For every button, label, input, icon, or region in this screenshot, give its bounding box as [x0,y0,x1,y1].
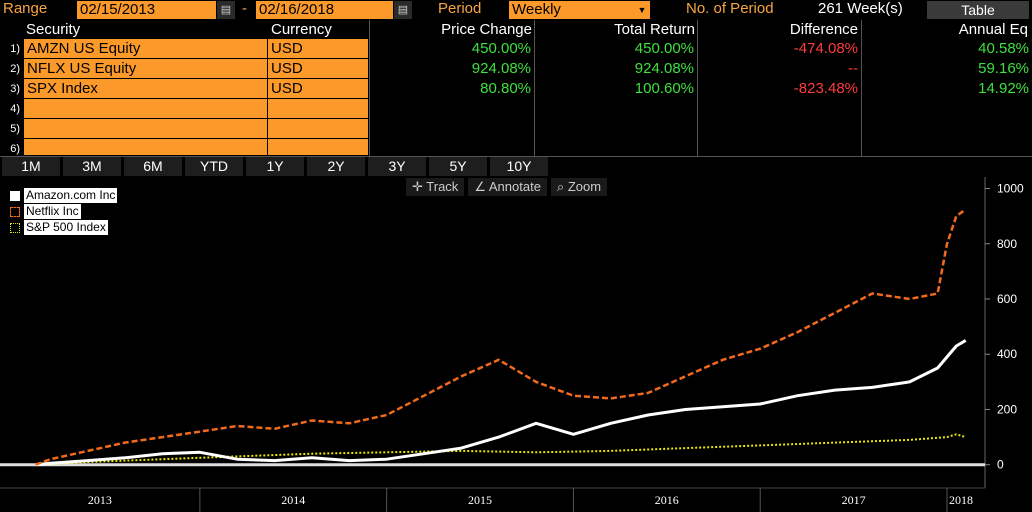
magnifier-icon: ⌕ [556,179,568,194]
currency-cell[interactable]: USD [268,79,369,99]
price-change-cell: 924.08% [471,60,531,77]
currency-cell[interactable]: USD [268,59,369,79]
tab-3m[interactable]: 3M [63,157,121,176]
tab-6m[interactable]: 6M [124,157,182,176]
tab-5y[interactable]: 5Y [429,157,487,176]
legend-label: Netflix Inc [24,204,81,219]
difference-cell: -823.48% [793,80,858,97]
row-number: 6) [10,143,20,155]
grid-divider [0,156,1032,157]
grid-divider [369,20,370,156]
row-number: 4) [10,103,20,115]
chart-area[interactable]: 1000 800 600 400 200 0 2013 2014 2015 2016 2017 20… [0,177,1032,512]
security-cell[interactable] [24,99,268,119]
track-button[interactable]: ✛ Track [406,178,465,196]
calendar-icon[interactable]: ▤ [394,1,412,19]
row-number: 5) [10,123,20,135]
tab-1m[interactable]: 1M [2,157,60,176]
tab-2y[interactable]: 2Y [307,157,365,176]
legend-item-amazon[interactable]: Amazon.com Inc [10,188,118,203]
security-cell[interactable]: NFLX US Equity [24,59,268,79]
price-change-cell: 450.00% [471,40,531,57]
pencil-icon: ∠ [474,179,489,194]
x-tick-label: 2017 [842,493,866,507]
end-date-input[interactable]: 02/16/2018 [256,1,393,19]
crosshair-icon: ✛ [412,179,427,194]
currency-cell[interactable] [268,119,369,139]
table-button[interactable]: Table [927,1,1029,19]
legend-label: S&P 500 Index [24,220,108,235]
annual-eq-cell: 14.92% [978,80,1029,97]
legend-swatch [10,206,20,217]
grid-divider [861,20,862,156]
total-return-cell: 100.60% [634,80,694,97]
series-line-netflix[interactable] [35,208,967,466]
header-security[interactable]: Security [26,21,81,38]
date-separator: - [242,0,247,17]
series-line-amazon[interactable] [35,339,967,467]
row-number: 1) [10,43,20,55]
securities-grid: Security Currency Price Change Total Ret… [0,20,1032,157]
period-label: Period [438,0,482,17]
security-cell[interactable]: SPX Index [24,79,268,99]
tab-1y[interactable]: 1Y [246,157,304,176]
x-tick-label: 2014 [281,493,305,507]
header-difference[interactable]: Difference [789,21,858,38]
difference-cell: -474.08% [793,40,858,57]
row-number: 2) [10,63,20,75]
y-tick-label: 200 [997,402,1017,416]
y-tick-label: 1000 [997,182,1024,196]
nperiod-label: No. of Period [686,0,774,17]
header-price-change[interactable]: Price Change [441,21,532,38]
start-date-input[interactable]: 02/15/2013 [77,1,216,19]
period-select[interactable]: Weekly [509,1,634,19]
series-line-spx[interactable] [35,433,966,466]
security-cell[interactable] [24,119,268,139]
y-tick-label: 800 [997,237,1017,251]
security-cell[interactable]: AMZN US Equity [24,39,268,59]
y-tick-label: 400 [997,347,1017,361]
legend-swatch [10,222,20,233]
chart-legend: Amazon.com Inc Netflix Inc S&P 500 Index [10,188,118,235]
total-return-cell: 924.08% [634,60,694,77]
header-annual-eq[interactable]: Annual Eq [958,21,1028,38]
zoom-button[interactable]: ⌕ Zoom [550,178,608,196]
chart-toolbar: ✛ Track ∠ Annotate ⌕ Zoom [406,178,608,196]
currency-cell[interactable] [268,99,369,119]
annual-eq-cell: 59.16% [978,60,1029,77]
chevron-down-icon[interactable]: ▼ [634,1,650,19]
legend-label: Amazon.com Inc [24,188,118,203]
grid-divider [697,20,698,156]
header-currency[interactable]: Currency [271,21,332,38]
total-return-cell: 450.00% [634,40,694,57]
x-tick-label: 2016 [655,493,679,507]
tab-3y[interactable]: 3Y [368,157,426,176]
x-tick-label: 2013 [88,493,112,507]
legend-swatch [10,190,20,201]
difference-cell: -- [848,60,858,77]
x-tick-label: 2015 [468,493,492,507]
grid-divider [534,20,535,156]
annual-eq-cell: 40.58% [978,40,1029,57]
y-tick-label: 600 [997,292,1017,306]
row-number: 3) [10,83,20,95]
tab-ytd[interactable]: YTD [185,157,243,176]
y-tick-label: 0 [997,458,1004,472]
annotate-button[interactable]: ∠ Annotate [468,178,547,196]
security-cell[interactable] [24,139,268,156]
currency-cell[interactable]: USD [268,39,369,59]
calendar-icon[interactable]: ▤ [217,1,235,19]
period-tabs: 1M 3M 6M YTD 1Y 2Y 3Y 5Y 10Y [2,157,551,176]
price-chart[interactable]: 1000 800 600 400 200 0 2013 2014 2015 2016 2017 20… [0,177,1032,512]
header-total-return[interactable]: Total Return [614,21,695,38]
range-label: Range [3,0,48,17]
x-tick-label: 2018 [949,493,973,507]
tab-10y[interactable]: 10Y [490,157,548,176]
price-change-cell: 80.80% [480,80,531,97]
legend-item-spx[interactable]: S&P 500 Index [10,220,117,235]
currency-cell[interactable] [268,139,369,156]
nperiod-value: 261 Week(s) [818,0,903,17]
legend-item-netflix[interactable]: Netflix Inc [10,204,117,219]
